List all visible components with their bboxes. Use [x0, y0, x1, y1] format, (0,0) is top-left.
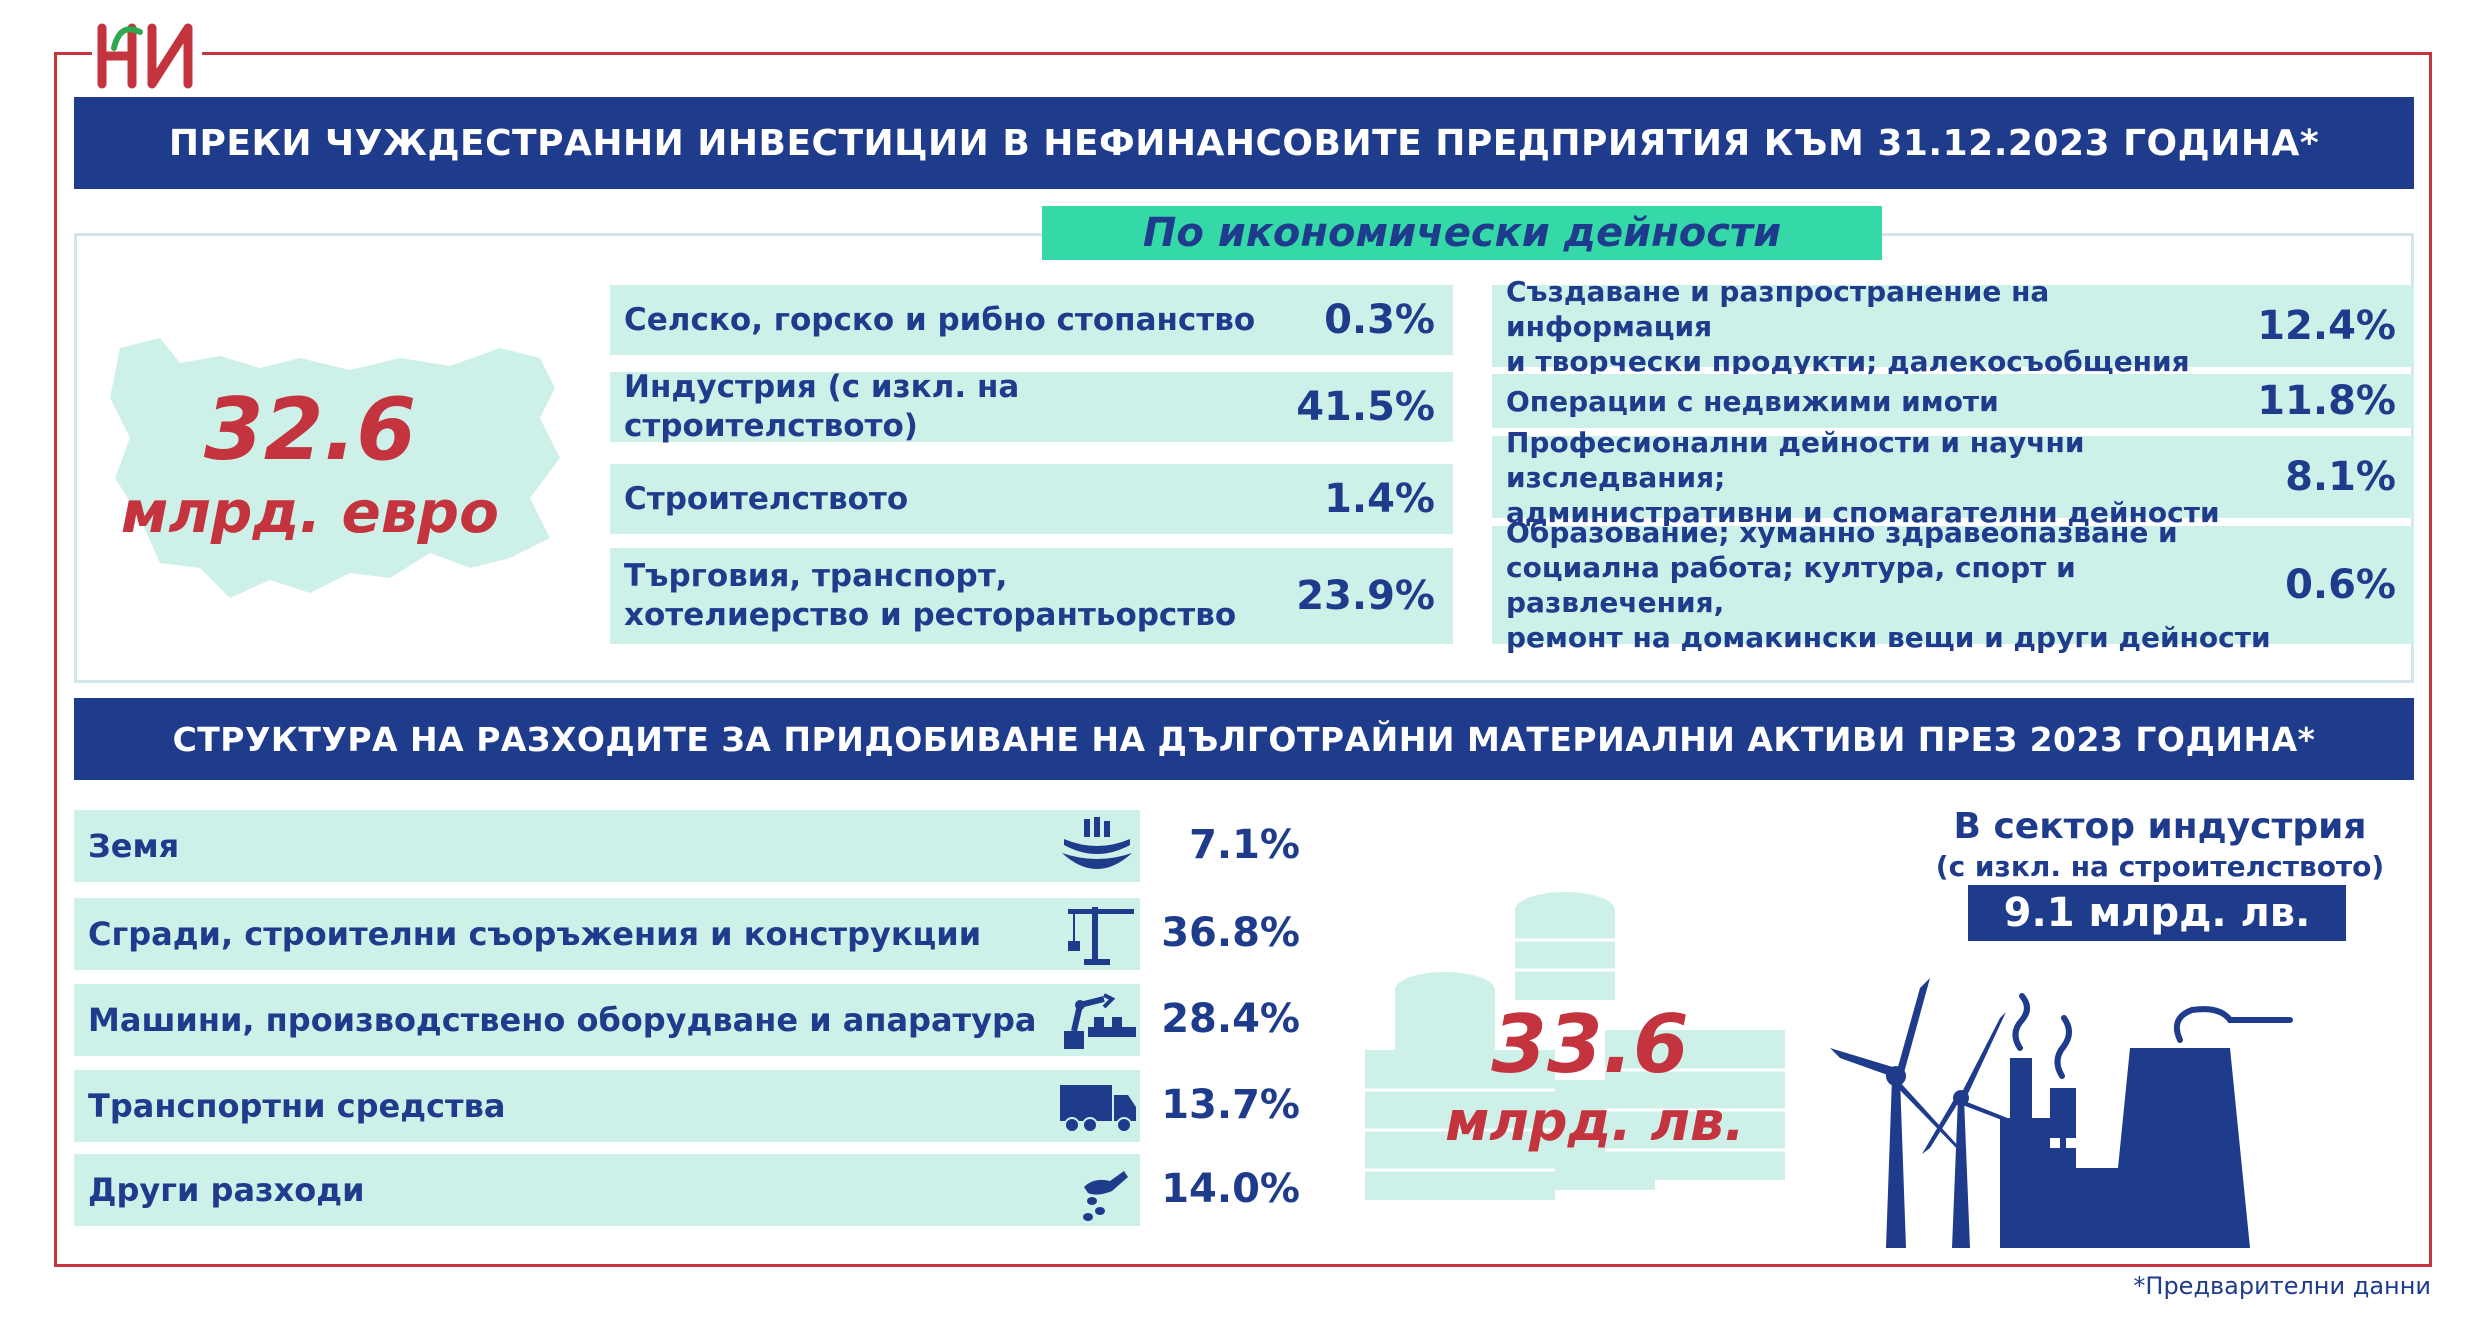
- asset-row-other: Други разходи: [74, 1154, 1140, 1226]
- truck-icon: [1060, 1085, 1136, 1133]
- fdi-label: Образование; хуманно здравеопазване и со…: [1506, 516, 2271, 654]
- industry-heading: В сектор индустрия: [1953, 806, 2367, 847]
- fdi-row-industry: Индустрия (с изкл. на строителството) 41…: [610, 369, 1453, 444]
- land-icon: [1062, 817, 1132, 869]
- fdi-row-ict: Създаване и разпространение на информаци…: [1492, 275, 2414, 378]
- page-frame: [54, 52, 2432, 1267]
- nsi-logo-icon: [97, 23, 193, 89]
- asset-label: Сгради, строителни съоръжения и конструк…: [88, 915, 982, 953]
- hand-coins-icon: [1083, 1171, 1128, 1221]
- asset-pct: 14.0%: [1161, 1166, 1300, 1212]
- fdi-pct: 12.4%: [2257, 303, 2396, 349]
- bulgaria-map-icon: [110, 338, 560, 598]
- crane-icon: [1068, 907, 1134, 965]
- fdi-label: Професионални дейности и научни изследва…: [1506, 425, 2220, 529]
- asset-label: Транспортни средства: [88, 1087, 506, 1125]
- fdi-pct: 8.1%: [2285, 454, 2396, 500]
- fdi-label: Търговия, транспорт, хотелиерство и рест…: [624, 558, 1237, 633]
- logo: [92, 18, 202, 94]
- fdi-row-agriculture: Селско, горско и рибно стопанство 0.3%: [610, 285, 1453, 355]
- fdi-row-professional: Професионални дейности и научни изследва…: [1492, 426, 2414, 529]
- asset-row-transport: Транспортни средства: [74, 1070, 1140, 1142]
- fdi-label: Операции с недвижими имоти: [1506, 384, 1999, 418]
- asset-row-buildings: Сгради, строителни съоръжения и конструк…: [74, 898, 1140, 970]
- fdi-pct: 0.3%: [1324, 297, 1435, 343]
- asset-pct: 7.1%: [1189, 822, 1300, 868]
- money-stack-icon: [1365, 892, 1785, 1200]
- fdi-label: Селско, горско и рибно стопанство: [624, 301, 1256, 338]
- asset-row-land: Земя: [74, 810, 1140, 882]
- asset-label: Други разходи: [88, 1171, 365, 1209]
- fdi-row-real-estate: Операции с недвижими имоти 11.8%: [1492, 374, 2414, 428]
- asset-pct: 36.8%: [1161, 910, 1300, 956]
- fdi-pct: 41.5%: [1296, 384, 1435, 430]
- industry-subheading: (с изкл. на строителството): [1935, 850, 2385, 883]
- assets-total-unit: млрд. лв.: [1445, 1090, 1745, 1153]
- asset-pct: 28.4%: [1161, 996, 1300, 1042]
- assets-total-value: 33.6: [1491, 998, 1689, 1091]
- fdi-pct: 11.8%: [2257, 378, 2396, 424]
- fdi-pct: 0.6%: [2285, 562, 2396, 608]
- fdi-row-construction: Строителството 1.4%: [610, 464, 1453, 534]
- fdi-row-trade: Търговия, транспорт, хотелиерство и рест…: [610, 548, 1453, 644]
- subtitle-tag: По икономически дейности: [1042, 206, 1882, 260]
- fdi-pct: 1.4%: [1324, 476, 1435, 522]
- robot-arm-icon: [1064, 993, 1136, 1049]
- title-banner-assets: СТРУКТУРА НА РАЗХОДИТЕ ЗА ПРИДОБИВАНЕ НА…: [74, 698, 2414, 780]
- fdi-total-unit: млрд. евро: [121, 478, 499, 546]
- fdi-row-education: Образование; хуманно здравеопазване и со…: [1492, 516, 2414, 654]
- fdi-label: Строителството: [624, 480, 909, 517]
- asset-label: Машини, производствено оборудване и апар…: [88, 1001, 1037, 1039]
- asset-pct: 13.7%: [1161, 1082, 1300, 1128]
- industry-value-badge: 9.1 млрд. лв.: [1968, 885, 2346, 941]
- fdi-total-value: 32.6: [203, 380, 417, 480]
- asset-row-machinery: Машини, производствено оборудване и апар…: [74, 984, 1140, 1056]
- fdi-pct: 23.9%: [1296, 573, 1435, 619]
- title-banner-fdi: ПРЕКИ ЧУЖДЕСТРАННИ ИНВЕСТИЦИИ В НЕФИНАНС…: [74, 97, 2414, 189]
- fdi-label: Индустрия (с изкл. на строителството): [624, 369, 1020, 444]
- footnote: *Предварителни данни: [2133, 1272, 2431, 1300]
- fdi-label: Създаване и разпространение на информаци…: [1506, 274, 2190, 378]
- wind-turbines-factory-icon: [1830, 978, 2293, 1248]
- asset-label: Земя: [88, 827, 180, 865]
